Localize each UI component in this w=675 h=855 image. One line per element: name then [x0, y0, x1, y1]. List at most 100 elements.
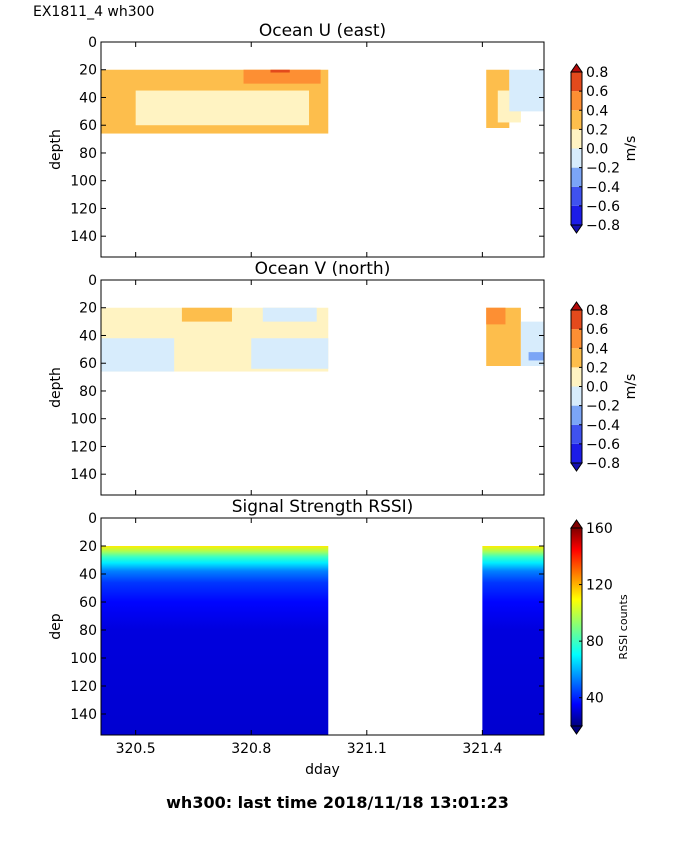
colorbar-tick-label: −0.2: [586, 161, 620, 177]
colorbar-tick-label: 0.2: [586, 360, 608, 376]
data-region: [262, 307, 317, 322]
panel-2: Ocean V (north) 0 20 40 60 80 100 120 140 depth 0.…: [48, 259, 639, 496]
colorbar-tick-label: 0.0: [586, 380, 608, 396]
colorbar-label: m/s: [623, 374, 639, 400]
panel-title: Ocean U (east): [259, 21, 386, 41]
colorbar-segment: [571, 310, 582, 330]
colorbar-extend-max: [570, 301, 583, 311]
axes-frame: [100, 279, 545, 496]
axes-frame: [100, 41, 545, 258]
x-axis-label: dday: [305, 762, 340, 778]
colorbar-segment: [571, 386, 582, 406]
ytick-label: 40: [79, 328, 97, 344]
colorbar-extend-min: [570, 462, 583, 472]
ytick-label: 80: [79, 146, 97, 162]
plot-area: [101, 69, 544, 134]
ytick-label: 40: [79, 90, 97, 106]
ytick-label: 140: [70, 707, 97, 723]
colorbar-tick-label: 0.4: [586, 341, 608, 357]
colorbar-segment: [571, 405, 582, 425]
ytick-label: 100: [70, 412, 97, 428]
colorbar-tick-label: 0.8: [586, 65, 608, 81]
colorbar-tick-label: 0.2: [586, 122, 608, 138]
colorbar-tick-label: −0.4: [586, 418, 620, 434]
colorbar: 0.8 0.6 0.4 0.2 0.0 −0.2 −0.4 −0.6 −0.8 m/s: [570, 301, 639, 472]
last-time-title: wh300: last time 2018/11/18 13:01:23: [166, 793, 509, 812]
ytick-label: 80: [79, 623, 97, 639]
colorbar-tick-label: −0.6: [586, 437, 620, 453]
xtick-label: 320.8: [231, 741, 271, 757]
panel-title: Ocean V (north): [255, 259, 391, 279]
ytick-label: 20: [79, 301, 97, 317]
colorbar-segment: [571, 91, 582, 111]
colorbar-tick-label: 40: [586, 691, 604, 707]
panel-1: Ocean U (east) 0 20 40 60 80 100 120 140 depth 0.8…: [48, 21, 639, 258]
colorbar-tick-label: 0.0: [586, 142, 608, 158]
ytick-label: 20: [79, 63, 97, 79]
data-region: [181, 307, 232, 322]
ytick-label: 40: [79, 567, 97, 583]
ytick-label: 80: [79, 384, 97, 400]
data-region: [243, 69, 321, 84]
colorbar-tick-label: −0.2: [586, 399, 620, 415]
colorbar-tick-label: 0.6: [586, 84, 608, 100]
colorbar-extend-max: [570, 63, 583, 73]
colorbar-tick-label: 0.6: [586, 322, 608, 338]
colorbar-tick-label: −0.8: [586, 456, 620, 472]
data-region: [101, 338, 175, 372]
data-region: [251, 338, 329, 369]
colorbar-tick-label: −0.8: [586, 218, 620, 234]
colorbar-tick-label: 160: [586, 521, 613, 537]
colorbar: 0.8 0.6 0.4 0.2 0.0 −0.2 −0.4 −0.6 −0.8 m/s: [570, 63, 639, 234]
colorbar-segment: [571, 443, 582, 463]
colorbar-segment: [571, 167, 582, 187]
colorbar-segment: [571, 148, 582, 168]
colorbar-tick-label: −0.4: [586, 180, 620, 196]
y-axis-label: dep: [48, 613, 64, 640]
ytick-label: 140: [70, 467, 97, 483]
colorbar-tick-label: 0.8: [586, 303, 608, 319]
ytick-label: 140: [70, 229, 97, 245]
colorbar-label: m/s: [623, 136, 639, 162]
rssi-segment: [482, 546, 544, 735]
plot-area: [101, 307, 544, 372]
colorbar-segment: [571, 348, 582, 368]
colorbar-segment: [571, 424, 582, 444]
colorbar-frame: [570, 527, 583, 727]
plot-area: [101, 546, 544, 735]
colorbar-segment: [571, 205, 582, 225]
colorbar-tick-label: 0.4: [586, 103, 608, 119]
data-region: [509, 69, 544, 112]
xtick-label: 321.1: [347, 741, 387, 757]
ytick-label: 0: [88, 273, 97, 289]
y-axis-label: depth: [48, 367, 64, 408]
ytick-label: 60: [79, 118, 97, 134]
colorbar-segment: [571, 110, 582, 130]
colorbar: 160 120 80 40 RSSI counts: [570, 519, 630, 735]
ytick-label: 20: [79, 539, 97, 555]
y-axis-label: depth: [48, 129, 64, 170]
axes-frame: [100, 517, 545, 736]
panel-title: Signal Strength RSSI): [232, 497, 414, 517]
ytick-label: 60: [79, 595, 97, 611]
colorbar-segment: [571, 72, 582, 92]
data-region: [528, 352, 544, 361]
colorbar-segment: [571, 367, 582, 387]
data-region: [270, 69, 290, 73]
ytick-label: 120: [70, 679, 97, 695]
ytick-label: 100: [70, 651, 97, 667]
colorbar-gradient: [571, 528, 582, 726]
xtick-label: 321.4: [462, 741, 502, 757]
colorbar-tick-label: 80: [586, 634, 604, 650]
colorbar-extend-max: [570, 519, 583, 529]
colorbar-segment: [571, 129, 582, 149]
ytick-label: 120: [70, 201, 97, 217]
run-label: EX1811_4 wh300: [33, 4, 155, 20]
colorbar-extend-min: [570, 725, 583, 735]
colorbar-extend-min: [570, 224, 583, 234]
ytick-label: 0: [88, 35, 97, 51]
ytick-label: 0: [88, 511, 97, 527]
ytick-label: 120: [70, 439, 97, 455]
ytick-label: 100: [70, 174, 97, 190]
colorbar-label: RSSI counts: [617, 594, 630, 659]
